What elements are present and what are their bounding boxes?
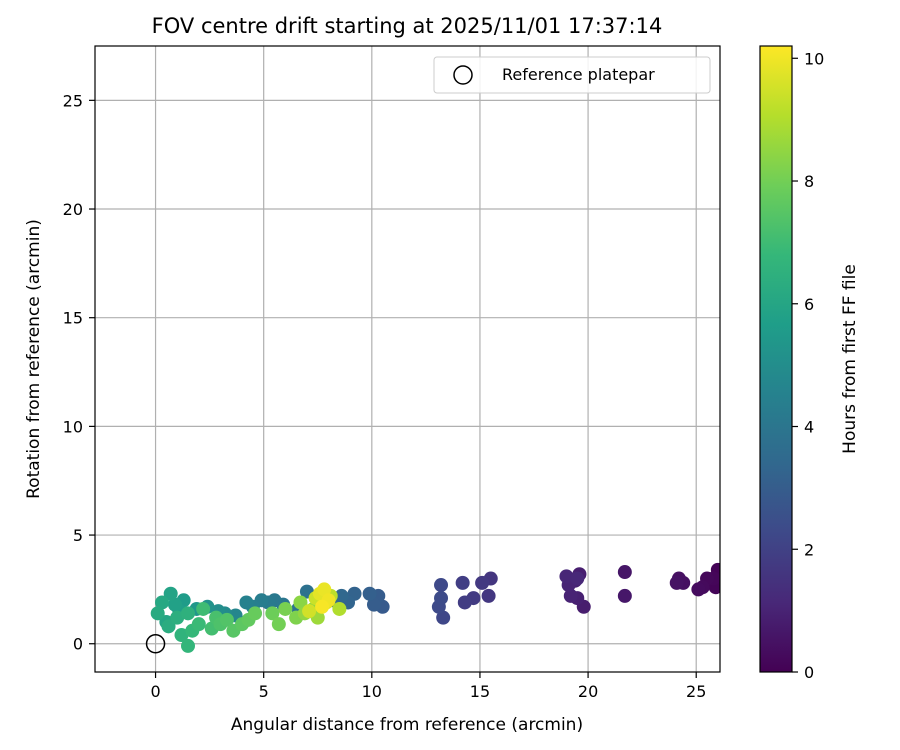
plot-frame (94, 45, 721, 673)
colorbar-label: Hours from first FF file (840, 264, 860, 454)
x-axis-label: Angular distance from reference (arcmin) (231, 715, 583, 735)
data-point (332, 601, 347, 616)
colorbar-tick-label: 4 (804, 418, 814, 437)
x-tick-label: 15 (470, 682, 490, 701)
data-point (434, 578, 449, 593)
y-tick-label: 15 (63, 309, 83, 328)
reference-marker (145, 633, 166, 654)
data-point (315, 599, 330, 614)
data-point (366, 597, 381, 612)
x-tick-label: 20 (578, 682, 598, 701)
y-axis-ticks: 0 5 10 15 20 25 (63, 91, 95, 654)
grid-lines (95, 46, 720, 672)
data-point (691, 582, 706, 597)
data-point (219, 612, 234, 627)
legend: Reference platepar (433, 56, 711, 94)
data-point (455, 575, 470, 590)
y-tick-label: 0 (73, 635, 83, 654)
data-point (265, 606, 280, 621)
chart-title: FOV centre drift starting at 2025/11/01 … (152, 14, 663, 38)
data-point (457, 595, 472, 610)
colorbar-gradient (759, 45, 793, 673)
data-point (436, 610, 451, 625)
data-point (617, 565, 632, 580)
y-tick-label: 20 (63, 200, 83, 219)
data-point (239, 595, 254, 610)
data-point (170, 610, 185, 625)
x-tick-label: 25 (686, 682, 706, 701)
data-point (196, 601, 211, 616)
data-point (155, 595, 170, 610)
legend-label: Reference platepar (502, 65, 655, 84)
x-tick-label: 0 (150, 682, 160, 701)
x-tick-label: 5 (259, 682, 269, 701)
data-point (481, 588, 496, 603)
data-point (434, 591, 449, 606)
data-point (563, 588, 578, 603)
colorbar-ticks: 0 2 4 6 8 10 (792, 49, 824, 682)
data-point (168, 597, 183, 612)
y-tick-label: 25 (63, 91, 83, 110)
data-point (191, 617, 206, 632)
data-point (163, 586, 178, 601)
data-point (617, 588, 632, 603)
colorbar-tick-label: 6 (804, 295, 814, 314)
legend-marker (453, 65, 473, 85)
legend-box (433, 56, 711, 94)
data-point (475, 575, 490, 590)
y-axis-label: Rotation from reference (arcmin) (24, 219, 44, 499)
colorbar-tick-label: 10 (804, 49, 824, 68)
data-point (180, 606, 195, 621)
data-point (174, 628, 189, 643)
colorbar: 0 2 4 6 8 10 Hours from first FF file (759, 45, 860, 682)
y-tick-label: 10 (63, 417, 83, 436)
data-point (161, 619, 176, 634)
data-point (362, 586, 377, 601)
x-tick-label: 10 (362, 682, 382, 701)
data-point (293, 595, 308, 610)
data-point (271, 617, 286, 632)
x-axis-ticks: 0 5 10 15 20 25 (150, 672, 706, 701)
data-points (150, 562, 720, 653)
data-point (302, 604, 317, 619)
data-point (180, 638, 195, 653)
data-point (278, 601, 293, 616)
y-tick-label: 5 (73, 526, 83, 545)
colorbar-tick-label: 2 (804, 540, 814, 559)
data-point (248, 606, 263, 621)
data-point (669, 575, 684, 590)
colorbar-tick-label: 0 (804, 663, 814, 682)
data-point (570, 571, 585, 586)
data-point (559, 569, 574, 584)
colorbar-tick-label: 8 (804, 172, 814, 191)
data-point (317, 582, 332, 597)
data-point (150, 606, 165, 621)
